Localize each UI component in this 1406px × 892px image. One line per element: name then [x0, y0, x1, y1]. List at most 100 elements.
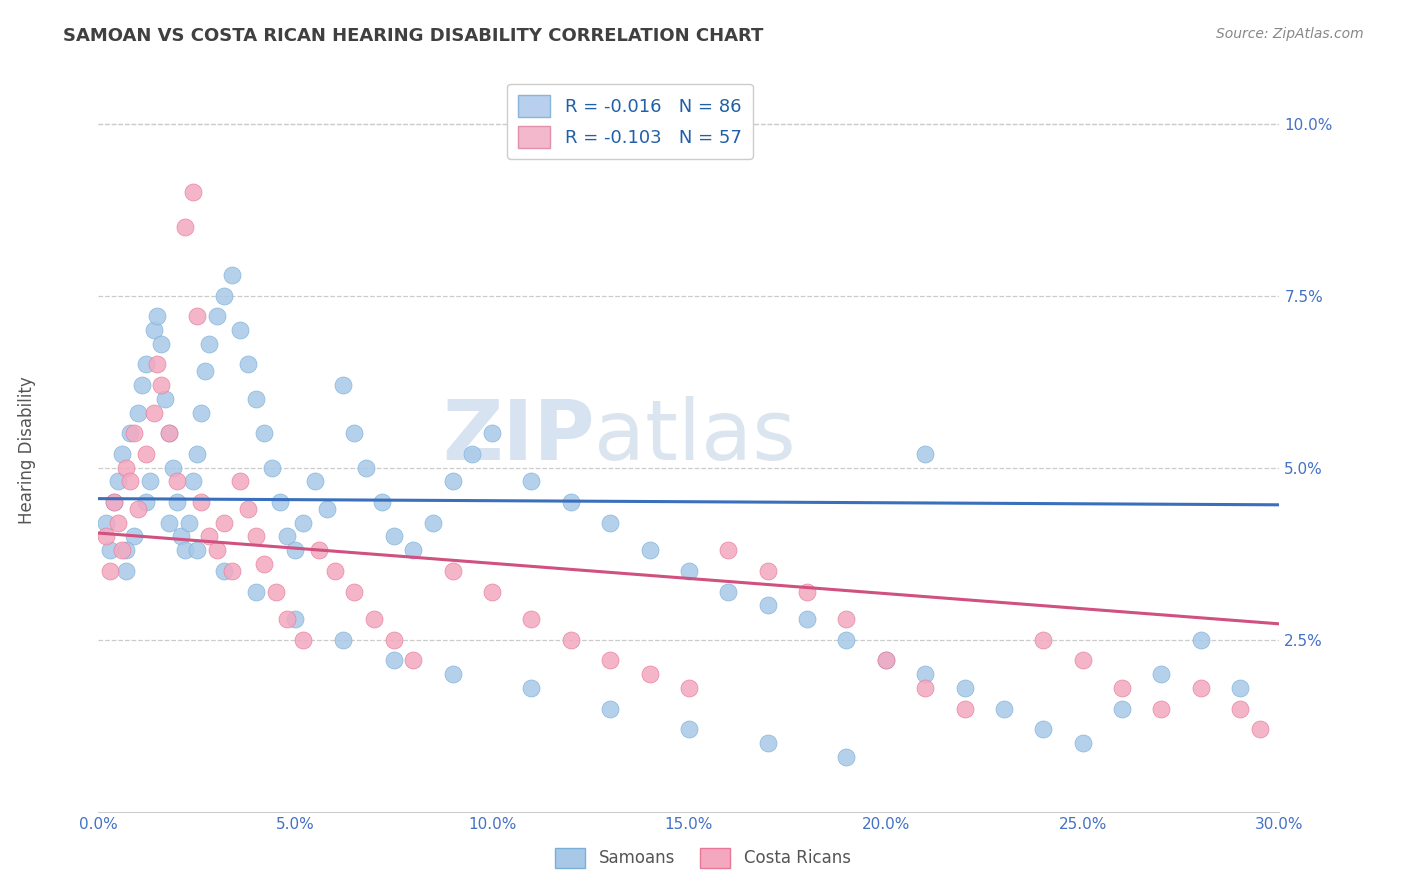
Point [1189, 681, 1212, 695]
Point [162, 460, 184, 475]
Point [115, 460, 138, 475]
Point [131, 378, 153, 392]
Point [402, 543, 425, 558]
Point [245, 392, 267, 406]
Point [441, 564, 464, 578]
Point [461, 447, 484, 461]
Point [363, 612, 385, 626]
Point [174, 219, 197, 234]
Text: ZIP: ZIP [441, 395, 595, 476]
Point [214, 564, 236, 578]
Point [236, 358, 259, 372]
Point [170, 529, 193, 543]
Point [186, 543, 208, 558]
Point [186, 447, 208, 461]
Point [142, 406, 165, 420]
Point [875, 653, 897, 667]
Point [717, 584, 740, 599]
Point [221, 564, 243, 578]
Point [678, 722, 700, 736]
Point [304, 475, 326, 489]
Point [953, 681, 976, 695]
Point [835, 632, 858, 647]
Point [155, 392, 177, 406]
Point [111, 447, 134, 461]
Point [835, 612, 858, 626]
Point [190, 406, 212, 420]
Point [1150, 667, 1173, 681]
Point [756, 736, 779, 750]
Point [520, 612, 543, 626]
Point [214, 288, 236, 302]
Point [756, 599, 779, 613]
Point [599, 701, 621, 715]
Point [229, 323, 252, 337]
Point [236, 502, 259, 516]
Point [138, 475, 160, 489]
Point [1229, 681, 1251, 695]
Point [98, 543, 121, 558]
Point [284, 543, 307, 558]
Point [315, 502, 337, 516]
Point [796, 584, 818, 599]
Point [520, 681, 543, 695]
Point [276, 612, 298, 626]
Point [174, 543, 197, 558]
Point [1071, 653, 1094, 667]
Point [292, 632, 315, 647]
Point [382, 529, 405, 543]
Point [1071, 736, 1094, 750]
Point [1150, 701, 1173, 715]
Point [638, 667, 661, 681]
Point [146, 310, 169, 324]
Point [150, 378, 173, 392]
Point [332, 378, 354, 392]
Point [186, 310, 208, 324]
Point [678, 564, 700, 578]
Text: Source: ZipAtlas.com: Source: ZipAtlas.com [1216, 27, 1364, 41]
Point [993, 701, 1015, 715]
Point [1229, 701, 1251, 715]
Point [914, 667, 936, 681]
Point [1111, 681, 1133, 695]
Point [269, 495, 291, 509]
Point [756, 564, 779, 578]
Point [221, 268, 243, 282]
Point [194, 364, 217, 378]
Point [127, 406, 149, 420]
Point [122, 529, 145, 543]
Point [402, 653, 425, 667]
Point [253, 557, 276, 571]
Point [253, 426, 276, 441]
Point [717, 543, 740, 558]
Point [875, 653, 897, 667]
Point [560, 632, 582, 647]
Point [229, 475, 252, 489]
Point [177, 516, 200, 530]
Point [96, 529, 118, 543]
Point [441, 667, 464, 681]
Point [599, 516, 621, 530]
Point [382, 632, 405, 647]
Point [354, 460, 377, 475]
Point [276, 529, 298, 543]
Point [166, 475, 188, 489]
Point [115, 564, 138, 578]
Text: atlas: atlas [595, 395, 796, 476]
Point [96, 516, 118, 530]
Point [166, 495, 188, 509]
Point [481, 584, 503, 599]
Point [107, 516, 129, 530]
Point [181, 475, 204, 489]
Point [146, 358, 169, 372]
Point [343, 584, 366, 599]
Point [122, 426, 145, 441]
Point [157, 516, 180, 530]
Y-axis label: Hearing Disability: Hearing Disability [18, 376, 37, 524]
Point [103, 495, 125, 509]
Point [157, 426, 180, 441]
Point [332, 632, 354, 647]
Point [835, 749, 858, 764]
Point [1189, 632, 1212, 647]
Point [308, 543, 330, 558]
